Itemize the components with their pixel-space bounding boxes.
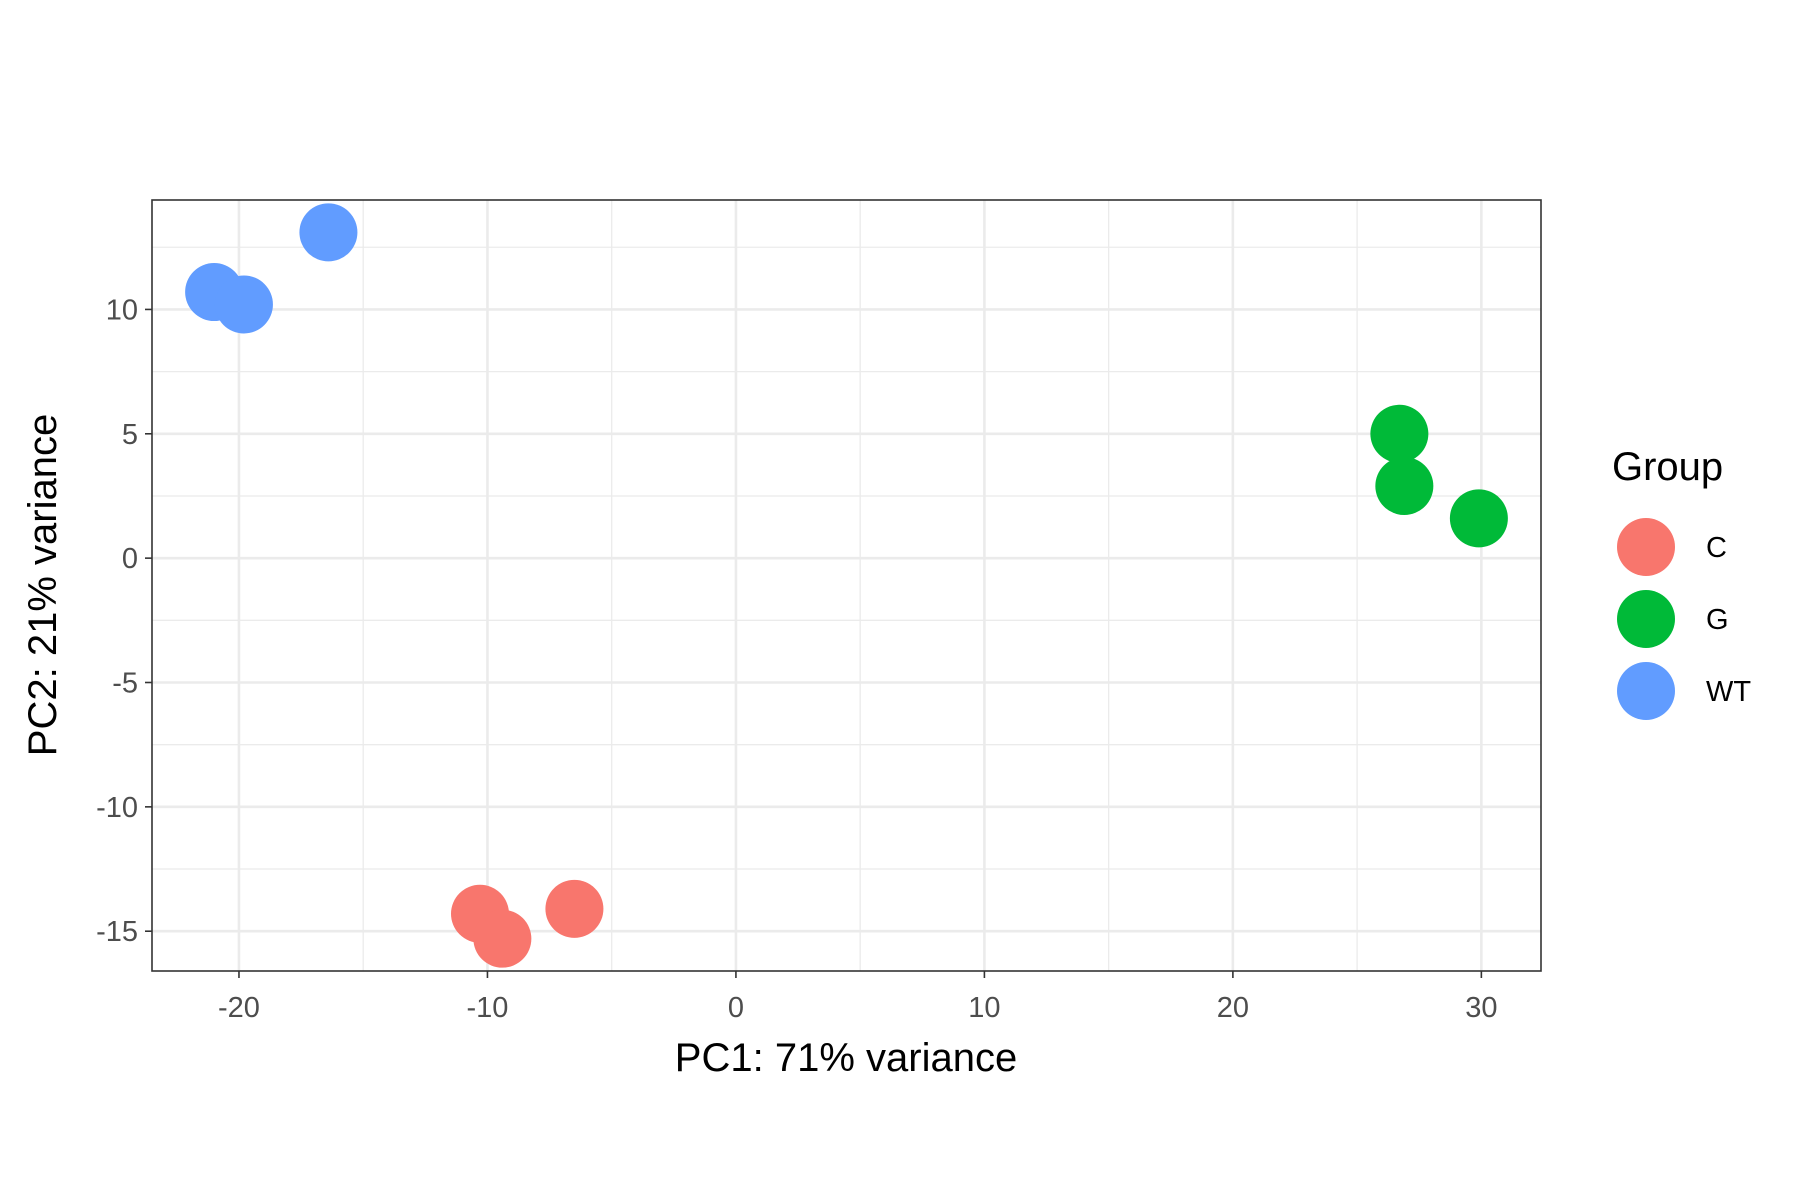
legend-title: Group (1612, 445, 1723, 489)
legend-label-g: G (1706, 604, 1729, 636)
y-tick-label: 0 (122, 543, 138, 575)
data-point-g (1375, 457, 1434, 516)
y-tick-label: -5 (112, 667, 138, 699)
data-point-c (545, 879, 604, 938)
x-tick-label: 0 (728, 992, 744, 1024)
plot-panel-background (152, 200, 1541, 971)
x-tick-label: 20 (1217, 992, 1249, 1024)
x-tick-label: -20 (218, 992, 260, 1024)
data-point-wt (214, 275, 273, 334)
y-tick-label: -15 (96, 916, 138, 948)
y-axis-title: PC2: 21% variance (21, 414, 65, 756)
legend-key-c (1617, 518, 1675, 576)
legend-key-wt (1617, 662, 1675, 720)
y-tick-label: -10 (96, 792, 138, 824)
data-point-wt (299, 203, 358, 262)
legend-label-wt: WT (1706, 676, 1751, 708)
x-tick-label: 10 (968, 992, 1000, 1024)
minor-gridlines (152, 200, 1541, 971)
legend: Group C G WT (1612, 445, 1751, 720)
data-point-c (473, 909, 532, 968)
plot-panel-border (151, 199, 1542, 972)
legend-key-g (1617, 590, 1675, 648)
x-axis-title: PC1: 71% variance (675, 1036, 1017, 1080)
y-tick-label: 10 (106, 294, 138, 326)
data-point-g (1449, 489, 1508, 548)
data-point-g (1370, 404, 1429, 463)
y-axis-ticks: -15 -10 -5 0 5 10 (96, 294, 152, 948)
data-points (185, 203, 1508, 968)
y-tick-label: 5 (122, 419, 138, 451)
legend-label-c: C (1706, 532, 1727, 564)
x-axis-ticks: -20 -10 0 10 20 30 (218, 971, 1497, 1024)
x-tick-label: 30 (1465, 992, 1497, 1024)
x-tick-label: -10 (466, 992, 508, 1024)
